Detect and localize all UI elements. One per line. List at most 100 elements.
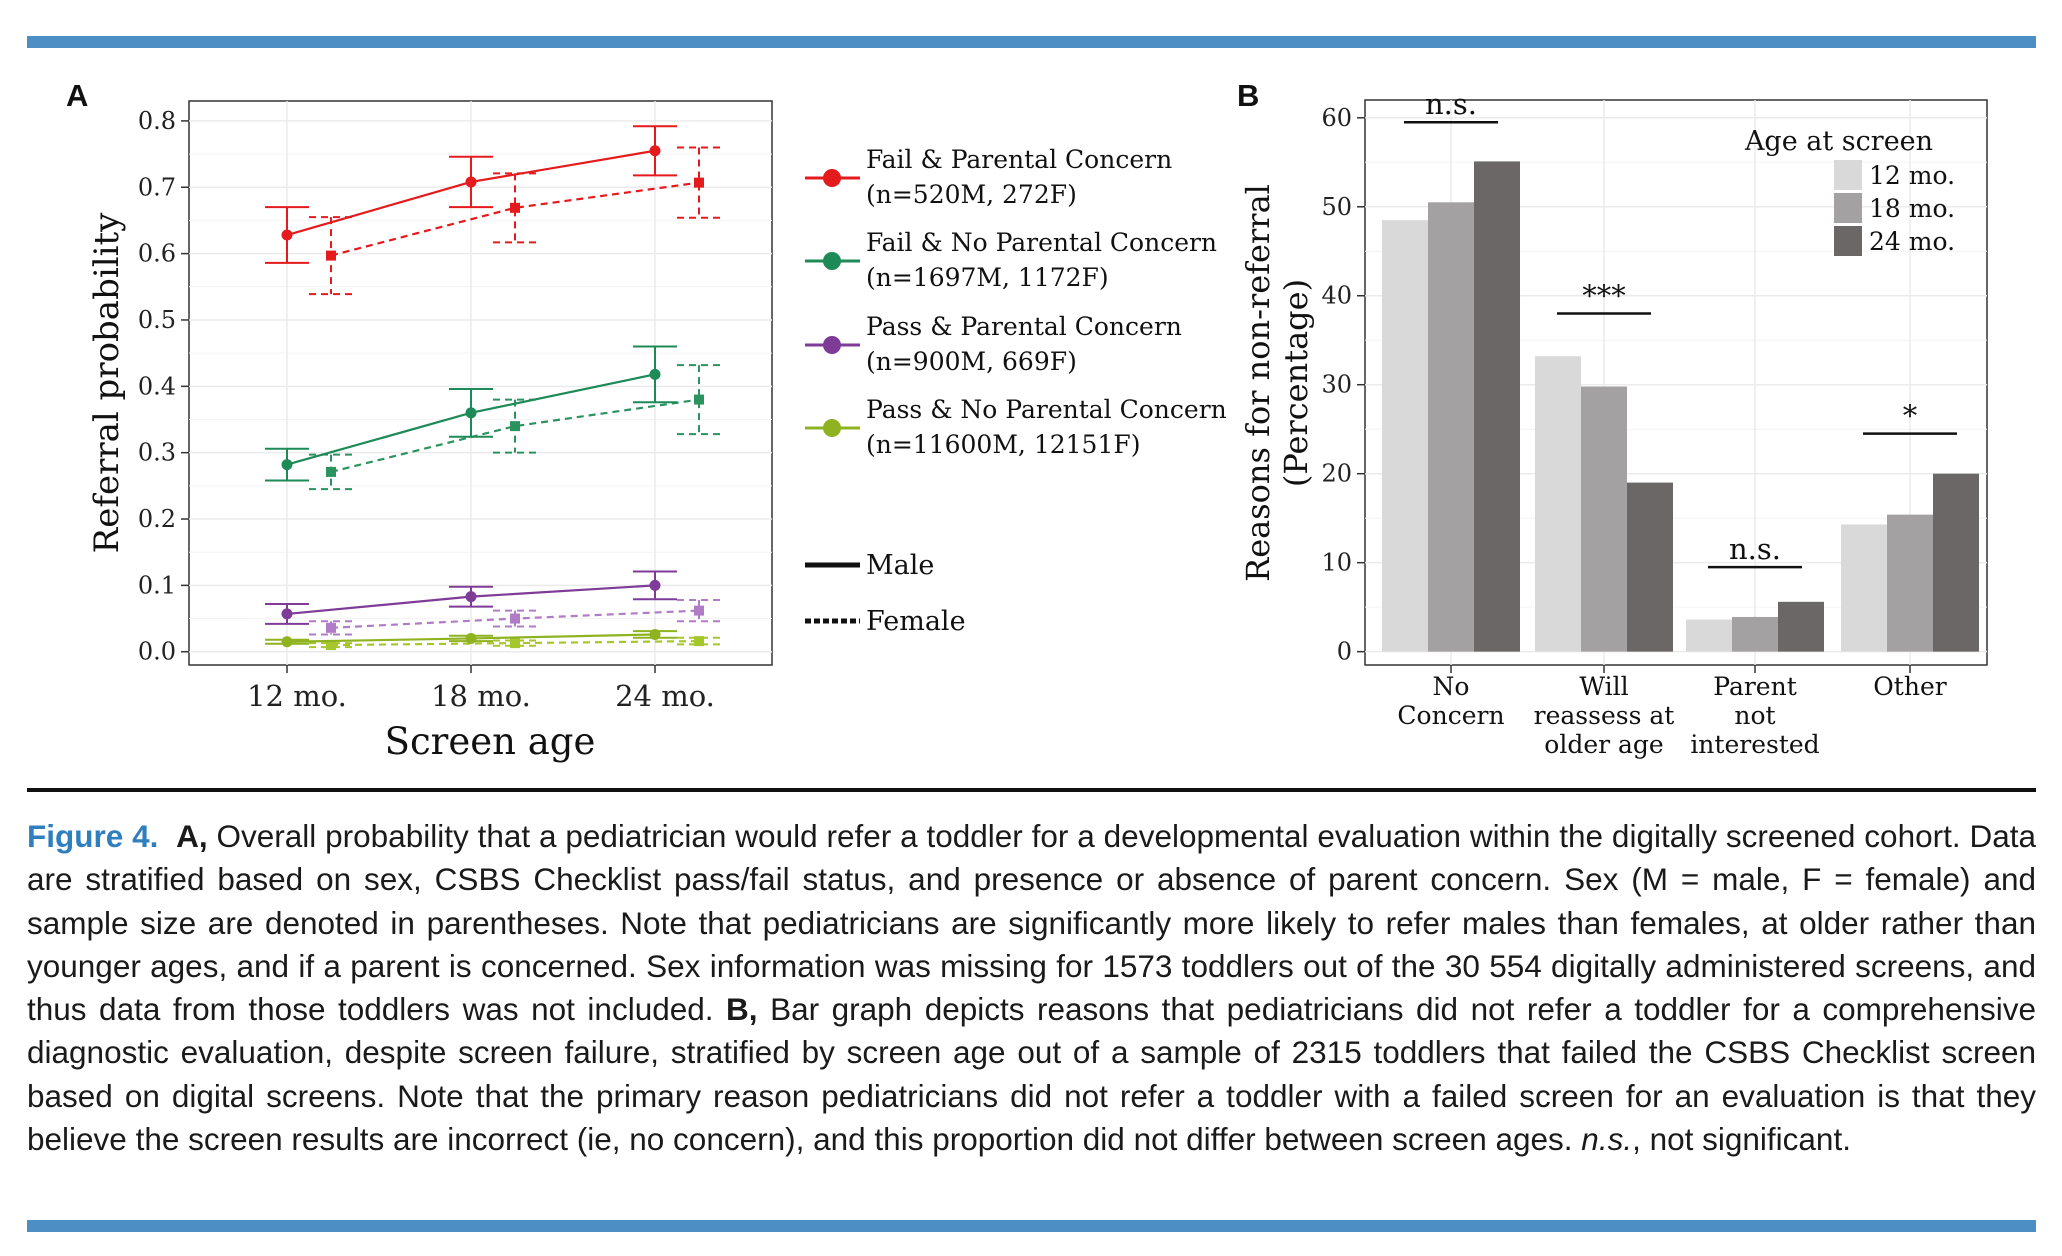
panel-a-legend-key-dot: [823, 169, 841, 187]
panel-b-y-tick-label: 50: [1321, 193, 1352, 221]
panel-b-y-tick-label: 30: [1321, 371, 1352, 399]
panel-b-bar: [1887, 514, 1933, 652]
panel-b-y-tick-label: 0: [1337, 638, 1352, 666]
panel-b-bar: [1535, 356, 1581, 652]
panel-a-male-point: [281, 229, 293, 241]
panel-a-female-point: [694, 605, 704, 616]
panel-a-female-point: [326, 250, 336, 261]
panel-b-legend-swatch: [1834, 193, 1862, 223]
panel-b-legend-label: 12 mo.: [1869, 161, 1955, 190]
panel-b-y-ticks: 0 10 20 30 40 50 60: [1321, 104, 1365, 666]
panel-b-y-tick-label: 60: [1321, 104, 1352, 132]
panel-a-female-point: [694, 636, 704, 647]
panel-a-x-ticks: 12 mo. 18 mo. 24 mo.: [247, 665, 715, 713]
caption-b-text: Bar graph depicts reasons that pediatric…: [27, 991, 2037, 1158]
panel-a-legend-series-name: Pass & Parental Concern: [866, 312, 1182, 341]
panel-b-bar: [1428, 202, 1474, 652]
panel-a-letter: A: [66, 78, 88, 113]
panel-b-y-tick-label: 20: [1321, 460, 1352, 488]
panel-a-male-point: [465, 591, 477, 603]
panel-a-legend-key-dot: [823, 336, 841, 354]
panel-a-y-axis-label: Referral probability: [87, 212, 127, 553]
panel-a-x-tick-label: 12 mo.: [247, 679, 347, 713]
panel-a-female-point: [694, 177, 704, 188]
panel-a-female-point: [510, 613, 520, 624]
panel-a-male-point: [465, 632, 477, 644]
panel-b-legend-label: 24 mo.: [1869, 227, 1955, 256]
panel-a-female-point: [510, 638, 520, 649]
panel-b-bar: [1933, 473, 1979, 652]
caption-ns-abbrev: n.s.: [1581, 1121, 1633, 1158]
panel-a-y-tick-label: 0.5: [138, 306, 176, 334]
panel-a-y-tick-label: 0.4: [138, 372, 176, 400]
panel-a-x-tick-label: 24 mo.: [615, 679, 715, 713]
panel-a-chart: 0.0 0.1 0.2 0.3 0.4 0.5 0.6 0.7 0.8 12 mo. 18 mo.…: [87, 100, 1227, 763]
panel-a-legend-series-n: (n=1697M, 1172F): [866, 263, 1109, 292]
panel-b-x-tick-label: older age: [1544, 730, 1663, 759]
panel-a-male-point: [649, 145, 661, 157]
panel-b-significance: n.s. *** n.s. *: [1404, 87, 1957, 569]
panel-b-legend-label: 18 mo.: [1869, 194, 1955, 223]
panel-b-bar: [1382, 220, 1428, 652]
panel-b-x-tick-label: Parent: [1713, 672, 1797, 701]
panel-a-y-tick-label: 0.8: [138, 107, 176, 135]
panel-a-y-tick-label: 0.6: [138, 240, 176, 268]
figure-panels: A 0.0 0.1 0.2 0.3 0.4 0.5 0.6 0.7 0.8 12 mo. 18 m…: [66, 78, 1988, 763]
panel-a-female-point: [326, 640, 336, 651]
figure-caption: Figure 4. A, Overall probability that a …: [27, 815, 2036, 1161]
panel-b-x-tick-label: not: [1734, 701, 1775, 730]
panel-b-bar: [1686, 619, 1732, 652]
panel-a-y-tick-label: 0.7: [138, 173, 176, 201]
panel-a-legend-female-label: Female: [866, 606, 966, 637]
panel-b-x-tick-label: reassess at: [1534, 701, 1675, 730]
panel-a-legend-series-name: Pass & No Parental Concern: [866, 395, 1227, 424]
panel-b-x-tick-label: Other: [1873, 672, 1946, 701]
panel-b-y-axis-label-line2: (Percentage): [1277, 279, 1315, 487]
panel-a-legend-key-dot: [823, 419, 841, 437]
panel-a-male-point: [649, 628, 661, 640]
caption-divider: [27, 788, 2036, 792]
panel-a-male-point: [281, 608, 293, 620]
panel-b-letter: B: [1237, 78, 1259, 113]
panel-a-female-line: [330, 398, 700, 473]
panel-a-y-tick-label: 0.2: [138, 505, 176, 533]
figure-label: Figure 4.: [27, 818, 159, 854]
panel-b-significance-label: *: [1903, 399, 1918, 433]
panel-a-legend-series-n: (n=900M, 669F): [866, 347, 1077, 376]
panel-a-female-line: [330, 181, 700, 257]
panel-b-x-tick-label: Will: [1579, 672, 1628, 701]
top-accent-bar: [27, 36, 2036, 48]
panel-b-legend-title: Age at screen: [1744, 126, 1933, 157]
panel-a-legend-series-n: (n=11600M, 12151F): [866, 430, 1140, 459]
bottom-accent-bar: [27, 1220, 2036, 1232]
panel-a-legend-series-name: Fail & No Parental Concern: [866, 228, 1217, 257]
panel-a-female-point: [510, 421, 520, 432]
panel-a-legend-male-label: Male: [866, 550, 934, 581]
panel-a-male-point: [465, 407, 477, 419]
panel-b-significance-label: n.s.: [1729, 532, 1781, 566]
panel-a-legend: Fail & Parental Concern (n=520M, 272F) Fai…: [805, 145, 1227, 637]
panel-a-x-axis-label: Screen age: [385, 720, 596, 763]
panel-a-female-point: [326, 622, 336, 633]
panel-a-male-point: [281, 636, 293, 648]
panel-a-y-tick-label: 0.3: [138, 439, 176, 467]
panel-a-y-tick-label: 0.1: [138, 571, 176, 599]
panel-a-male-point: [465, 176, 477, 188]
panel-a-female-point: [510, 202, 520, 213]
caption-a-text: Overall probability that a pediatrician …: [27, 818, 2036, 1028]
panel-b-y-axis-label: Reasons for non-referral (Percentage): [1239, 184, 1315, 582]
panel-b-bar: [1732, 616, 1778, 652]
panel-a-legend-series-name: Fail & Parental Concern: [866, 145, 1172, 174]
panel-b-bar: [1581, 386, 1627, 652]
panel-a-female-point: [694, 394, 704, 405]
panel-a-y-ticks: 0.0 0.1 0.2 0.3 0.4 0.5 0.6 0.7 0.8: [138, 107, 189, 666]
panel-b-bar: [1627, 482, 1673, 652]
panel-b-significance-label: n.s.: [1425, 87, 1477, 121]
caption-a-label: A,: [176, 818, 208, 854]
panel-b-significance-label: ***: [1582, 279, 1626, 313]
panel-a-male-point: [649, 368, 661, 380]
panel-a-grid: [189, 101, 772, 665]
panel-a-legend-series-n: (n=520M, 272F): [866, 180, 1077, 209]
